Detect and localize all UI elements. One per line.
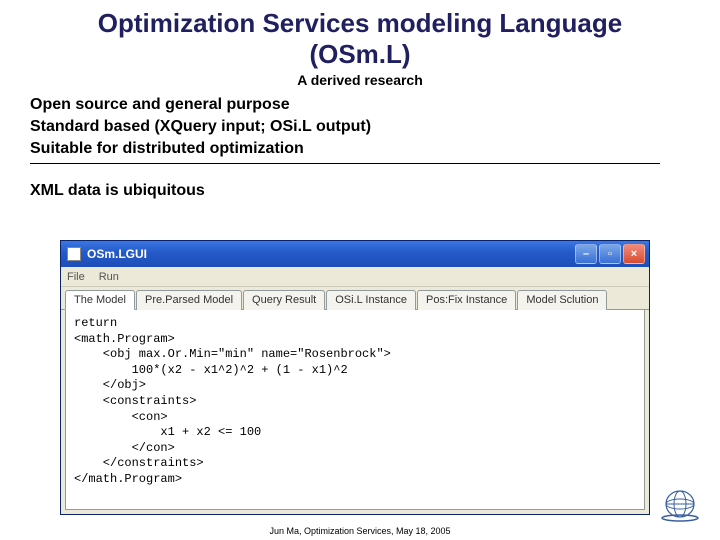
tab-osil-instance[interactable]: OSi.L Instance — [326, 290, 416, 310]
divider — [30, 163, 660, 164]
minimize-button[interactable]: – — [575, 244, 597, 264]
app-icon — [67, 247, 81, 261]
xml-statement: XML data is ubiquitous — [0, 174, 720, 202]
tab-the-model[interactable]: The Model — [65, 290, 135, 310]
bullet-item: Suitable for distributed optimization — [30, 138, 690, 160]
menu-file[interactable]: File — [67, 271, 85, 283]
slide-subtitle: A derived research — [0, 72, 720, 88]
tab-model-solution[interactable]: Model Sclution — [517, 290, 607, 310]
title-line-2: (OSm.L) — [309, 39, 410, 69]
bullet-item: Standard based (XQuery input; OSi.L outp… — [30, 116, 690, 138]
titlebar[interactable]: OSm.LGUI – ▫ × — [61, 241, 649, 267]
menubar: File Run — [61, 267, 649, 287]
app-window: OSm.LGUI – ▫ × File Run The Model Pre.Pa… — [60, 240, 650, 515]
tabbar: The Model Pre.Parsed Model Query Result … — [61, 287, 649, 310]
tab-postfix-instance[interactable]: Pos:Fix Instance — [417, 290, 516, 310]
slide-footer: Jun Ma, Optimization Services, May 18, 2… — [0, 526, 720, 536]
menu-run[interactable]: Run — [99, 271, 119, 283]
bullet-list: Open source and general purpose Standard… — [0, 88, 720, 159]
close-button[interactable]: × — [623, 244, 645, 264]
slide-title: Optimization Services modeling Language … — [0, 0, 720, 70]
tab-query-result[interactable]: Query Result — [243, 290, 325, 310]
tab-preparsed-model[interactable]: Pre.Parsed Model — [136, 290, 242, 310]
window-title: OSm.LGUI — [87, 247, 147, 261]
title-line-1: Optimization Services modeling Language — [98, 8, 622, 38]
maximize-button[interactable]: ▫ — [599, 244, 621, 264]
globe-icon — [658, 486, 702, 522]
code-editor[interactable]: return <math.Program> <obj max.Or.Min="m… — [65, 310, 645, 510]
bullet-item: Open source and general purpose — [30, 94, 690, 116]
